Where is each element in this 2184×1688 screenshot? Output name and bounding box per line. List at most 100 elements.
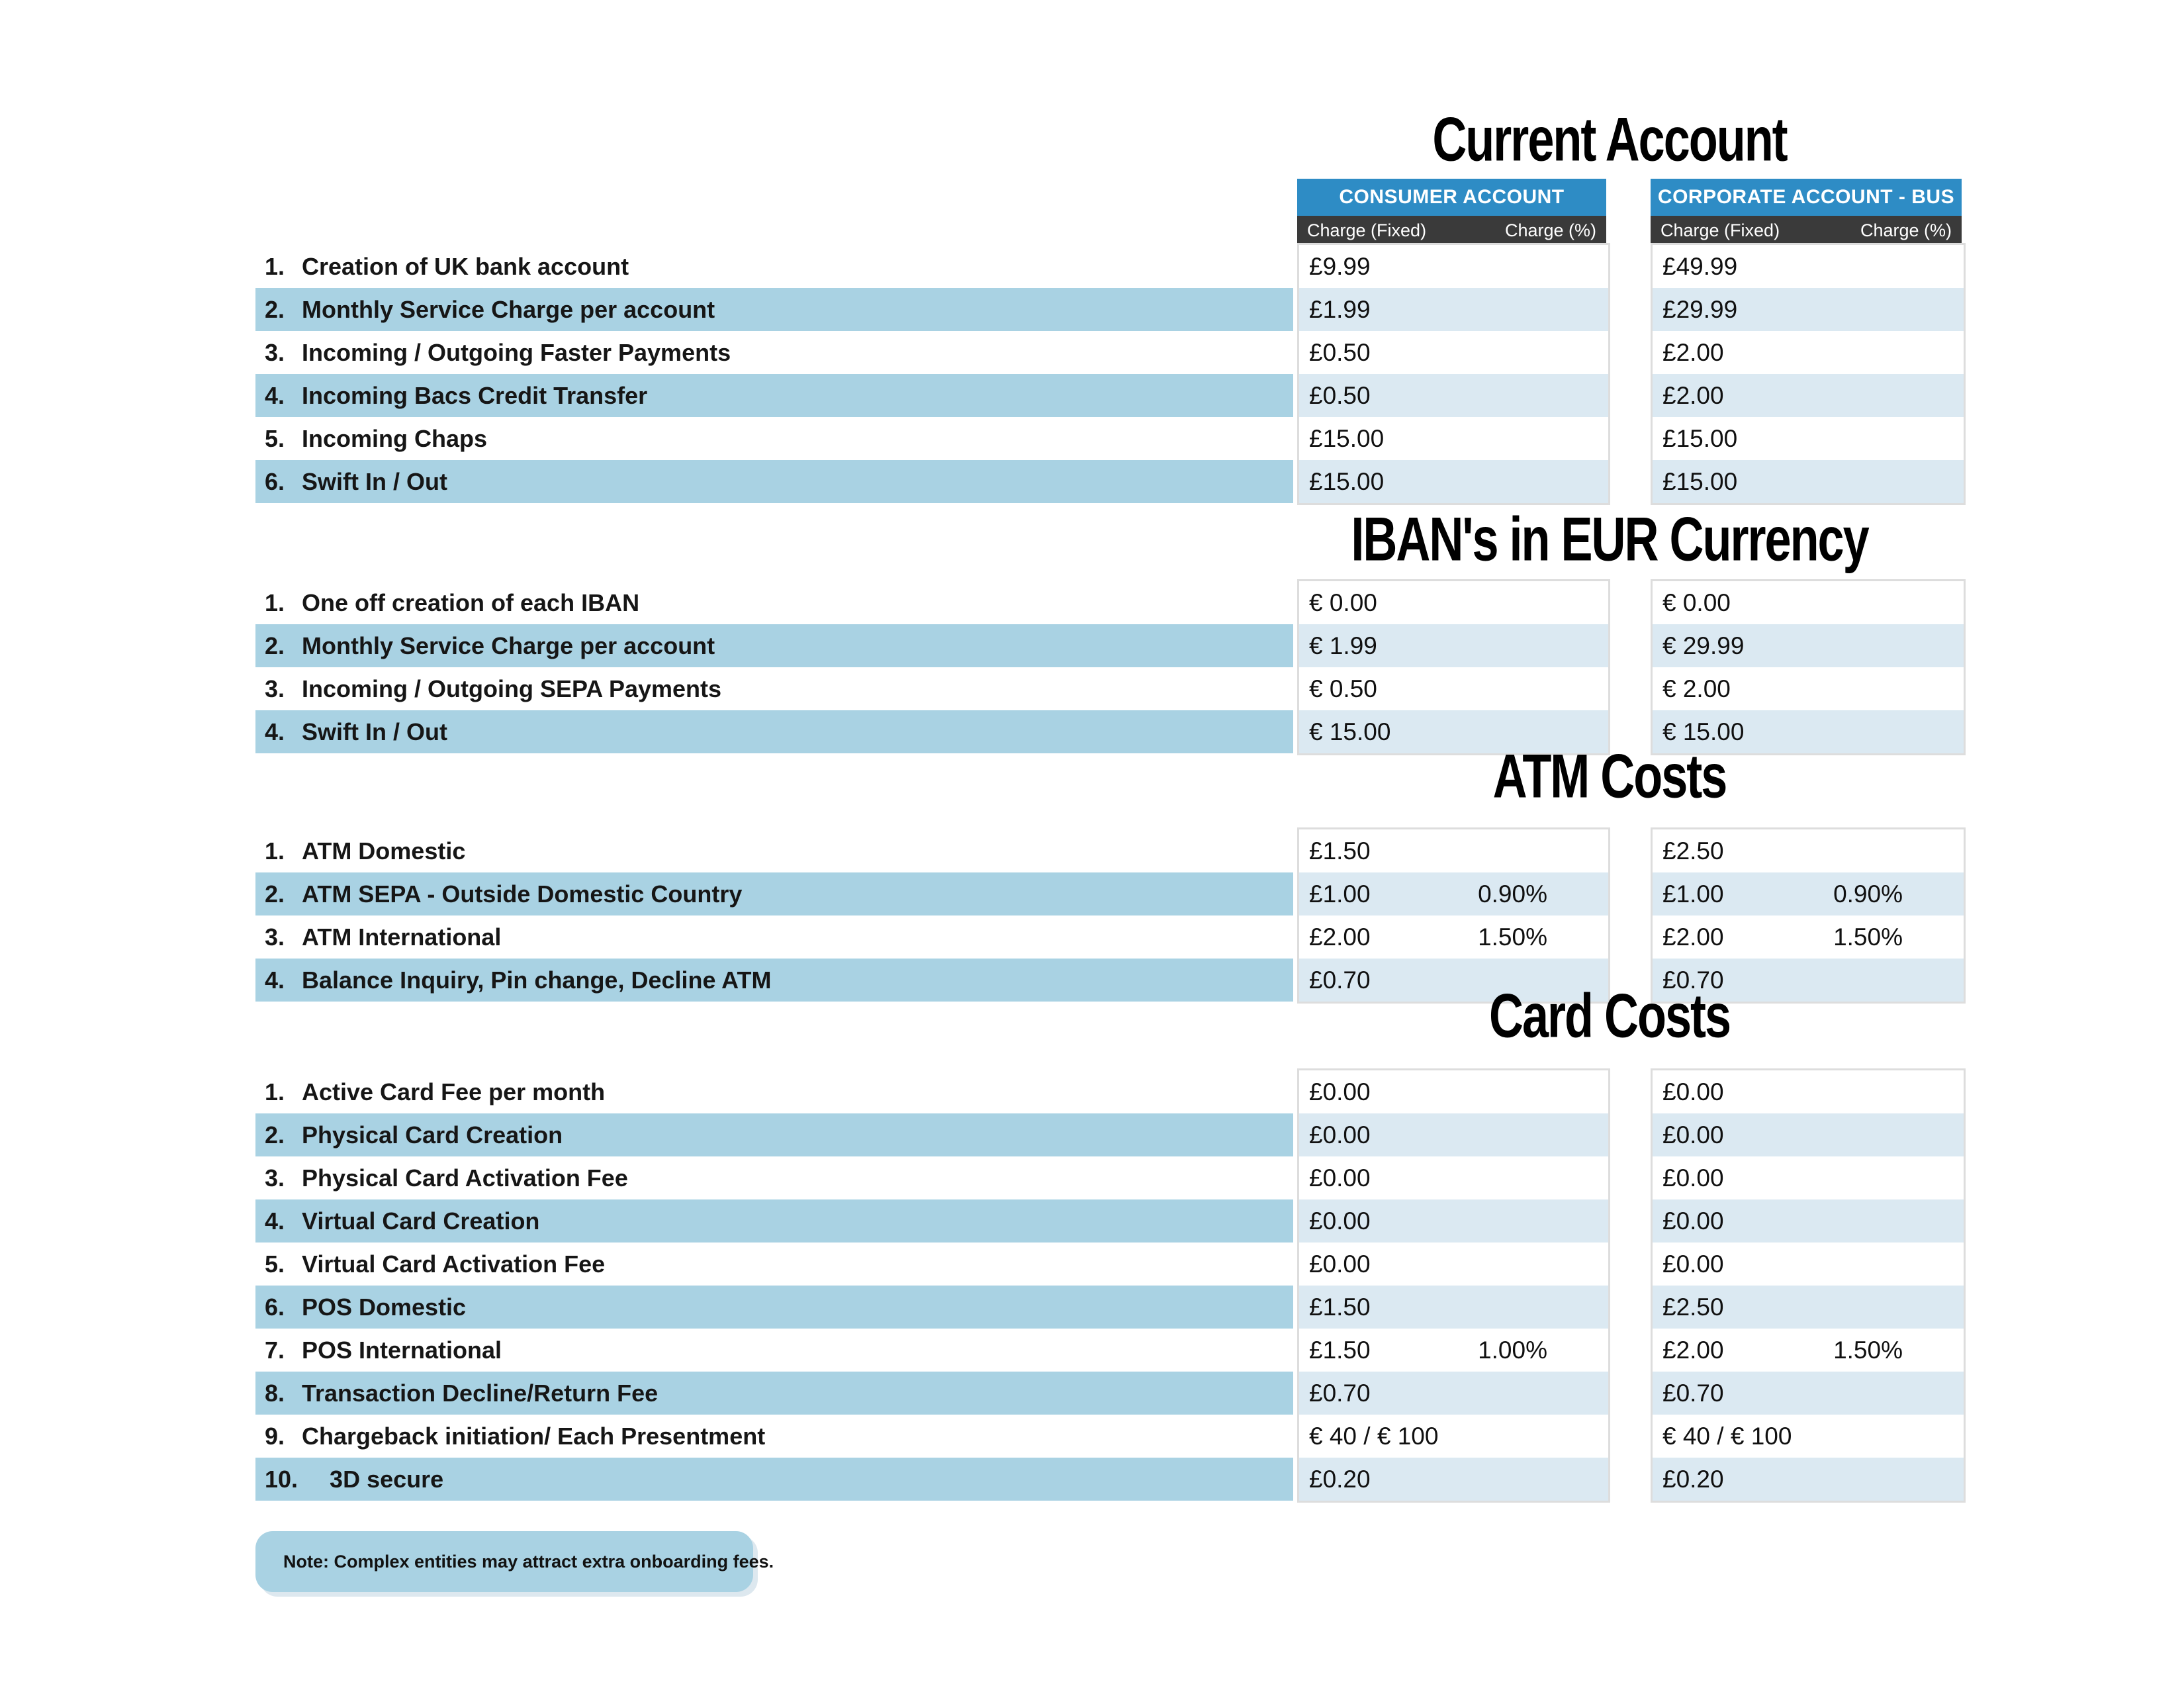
consumer-value-cell: € 40 / € 100: [1299, 1415, 1608, 1458]
item-label: Incoming Chaps: [302, 424, 488, 452]
corporate-value-cell: £15.00: [1653, 460, 1964, 503]
item-label: Physical Card Activation Fee: [302, 1164, 628, 1192]
consumer-value-cell: £0.20: [1299, 1458, 1608, 1501]
charge-percent-value: 1.00%: [1478, 1336, 1547, 1364]
item-label: Balance Inquiry, Pin change, Decline ATM: [302, 966, 772, 994]
item-label: Incoming / Outgoing SEPA Payments: [302, 675, 722, 702]
consumer-value-cell: € 0.50: [1299, 667, 1608, 710]
consumer-value-cell: £15.00: [1299, 460, 1608, 503]
charge-fixed-value: £0.70: [1662, 966, 1724, 994]
charge-fixed-value: £2.00: [1662, 923, 1724, 951]
onboarding-note: Note: Complex entities may attract extra…: [255, 1531, 774, 1592]
charge-fixed-value: £0.50: [1309, 338, 1371, 366]
fee-item-row: 5. Virtual Card Activation Fee: [255, 1243, 1293, 1286]
fee-item-row: 10. 3D secure: [255, 1458, 1293, 1501]
card-item-list: 1. Active Card Fee per month 2. Physical Ca…: [255, 1070, 1293, 1501]
consumer-value-cell: € 0.00: [1299, 581, 1608, 624]
corporate-value-cell: £2.00: [1653, 374, 1964, 417]
item-label: One off creation of each IBAN: [302, 588, 640, 616]
item-number: 3.: [265, 675, 285, 702]
item-number: 1.: [265, 588, 285, 616]
corporate-value-cell: £2.50: [1653, 1286, 1964, 1329]
corporate-value-cell: £0.00: [1653, 1113, 1964, 1156]
charge-fixed-value: € 2.00: [1662, 675, 1731, 702]
charge-fixed-value: £0.70: [1309, 966, 1371, 994]
charge-fixed-value: £1.50: [1309, 837, 1371, 865]
item-label: Swift In / Out: [302, 467, 447, 495]
item-label: Virtual Card Creation: [302, 1207, 540, 1235]
charge-fixed-value: £0.00: [1662, 1121, 1724, 1149]
consumer-value-cell: £0.00: [1299, 1070, 1608, 1113]
charge-fixed-value: £49.99: [1662, 252, 1738, 280]
corporate-value-cell: € 15.00: [1653, 710, 1964, 753]
charge-percent-value: 1.50%: [1833, 1336, 1903, 1364]
item-label: Monthly Service Charge per account: [302, 295, 715, 323]
charge-fixed-value: € 0.00: [1309, 588, 1377, 616]
charge-fixed-value: £1.99: [1309, 295, 1371, 323]
iban-corporate-values: € 0.00 € 29.99 € 2.00 € 15.00: [1651, 579, 1966, 755]
charge-fixed-value: £0.00: [1662, 1078, 1724, 1105]
item-number: 6.: [265, 1293, 285, 1321]
item-label: Creation of UK bank account: [302, 252, 629, 280]
item-number: 5.: [265, 424, 285, 452]
item-number: 6.: [265, 467, 285, 495]
charge-percent-value: 1.50%: [1833, 923, 1903, 951]
item-label: Incoming / Outgoing Faster Payments: [302, 338, 731, 366]
item-number: 7.: [265, 1336, 285, 1364]
fee-item-row: 1. Creation of UK bank account: [255, 245, 1293, 288]
corporate-value-cell: £1.00 0.90%: [1653, 872, 1964, 915]
charge-fixed-value: £15.00: [1662, 424, 1738, 452]
corporate-account-header: CORPORATE ACCOUNT - BUS: [1651, 179, 1962, 216]
consumer-value-cell: £15.00: [1299, 417, 1608, 460]
consumer-value-cell: £1.00 0.90%: [1299, 872, 1608, 915]
consumer-charge-fixed-header: Charge (Fixed): [1307, 220, 1427, 240]
charge-fixed-value: € 40 / € 100: [1662, 1422, 1792, 1450]
charge-fixed-value: £15.00: [1309, 467, 1385, 495]
fee-item-row: 3. Incoming / Outgoing Faster Payments: [255, 331, 1293, 374]
charge-percent-value: 0.90%: [1478, 880, 1547, 908]
charge-fixed-value: £1.50: [1309, 1336, 1371, 1364]
item-number: 5.: [265, 1250, 285, 1278]
consumer-value-cell: £1.50: [1299, 1286, 1608, 1329]
fee-item-row: 4. Swift In / Out: [255, 710, 1293, 753]
consumer-value-cell: £0.00: [1299, 1113, 1608, 1156]
current-account-corporate-values: £49.99 £29.99 £2.00 £2.00 £15.00 £15.00: [1651, 243, 1966, 505]
charge-fixed-value: £0.70: [1309, 1379, 1371, 1407]
consumer-value-cell: £0.70: [1299, 1372, 1608, 1415]
item-label: POS International: [302, 1336, 502, 1364]
item-label: Chargeback initiation/ Each Presentment: [302, 1422, 766, 1450]
consumer-value-cell: £0.00: [1299, 1156, 1608, 1199]
item-number: 4.: [265, 381, 285, 409]
corporate-value-cell: £0.00: [1653, 1070, 1964, 1113]
item-number: 3.: [265, 338, 285, 366]
item-number: 4.: [265, 718, 285, 745]
fee-item-row: 6. POS Domestic: [255, 1286, 1293, 1329]
charge-fixed-value: £1.00: [1309, 880, 1371, 908]
corporate-value-cell: £29.99: [1653, 288, 1964, 331]
charge-fixed-value: € 15.00: [1309, 718, 1391, 745]
corporate-charge-percent-header: Charge (%): [1860, 220, 1952, 240]
charge-fixed-value: £2.00: [1662, 1336, 1724, 1364]
corporate-charge-fixed-header: Charge (Fixed): [1661, 220, 1780, 240]
corporate-value-cell: £2.00 1.50%: [1653, 915, 1964, 959]
item-number: 8.: [265, 1379, 285, 1407]
consumer-account-column-header: CONSUMER ACCOUNT Charge (Fixed) Charge (…: [1297, 179, 1606, 245]
item-label: Monthly Service Charge per account: [302, 632, 715, 659]
corporate-value-cell: € 40 / € 100: [1653, 1415, 1964, 1458]
item-label: Transaction Decline/Return Fee: [302, 1379, 659, 1407]
charge-fixed-value: £0.00: [1309, 1164, 1371, 1192]
fee-item-row: 4. Incoming Bacs Credit Transfer: [255, 374, 1293, 417]
fee-item-row: 1. Active Card Fee per month: [255, 1070, 1293, 1113]
consumer-value-cell: € 15.00: [1299, 710, 1608, 753]
item-number: 9.: [265, 1422, 285, 1450]
fee-item-row: 1. ATM Domestic: [255, 829, 1293, 872]
consumer-account-header: CONSUMER ACCOUNT: [1297, 179, 1606, 216]
item-label: ATM Domestic: [302, 837, 466, 865]
item-label: ATM SEPA - Outside Domestic Country: [302, 880, 743, 908]
consumer-value-cell: £2.00 1.50%: [1299, 915, 1608, 959]
item-number: 2.: [265, 1121, 285, 1149]
charge-fixed-value: € 40 / € 100: [1309, 1422, 1439, 1450]
charge-fixed-value: £2.50: [1662, 837, 1724, 865]
item-label: 3D secure: [330, 1465, 444, 1493]
